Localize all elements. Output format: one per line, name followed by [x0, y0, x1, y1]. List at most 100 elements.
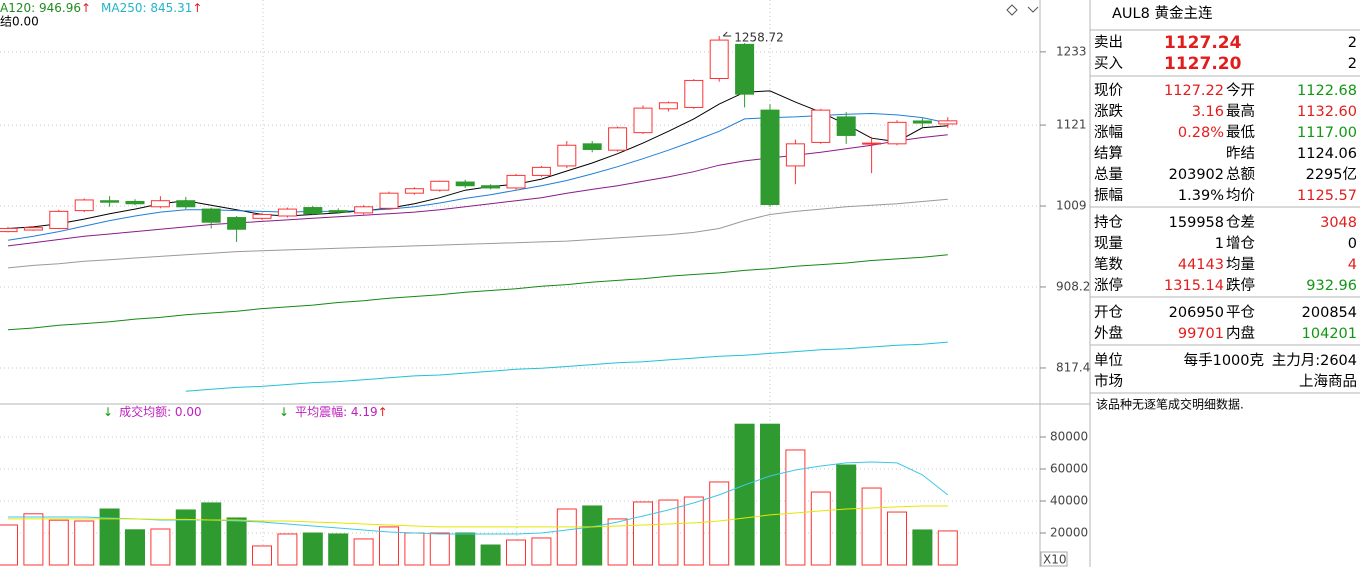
- volume-ma-line: [8, 461, 949, 535]
- field-value: 104201: [1302, 326, 1357, 342]
- field-label: 增仓: [1226, 235, 1255, 252]
- candle-body: [74, 199, 94, 212]
- field-label: 最低: [1226, 124, 1255, 141]
- ma-line: [7, 198, 948, 269]
- field-label: 涨跌: [1094, 103, 1123, 120]
- field-extra: 主力月:2604: [1272, 352, 1357, 369]
- field-value: 1117.00: [1297, 125, 1357, 141]
- field-label: 现价: [1094, 83, 1123, 99]
- field-label: 市场: [1094, 373, 1123, 390]
- panel-note: 该品种无逐笔成交明细数据.: [1096, 397, 1244, 412]
- legend: ↓ 平均震幅: 4.19↑: [279, 404, 388, 419]
- candle-body: [658, 102, 678, 110]
- field-value: 932.96: [1306, 278, 1357, 294]
- volume-bar: [810, 491, 831, 566]
- candle-body: [227, 217, 247, 230]
- y-tick-label: 908.2: [1056, 279, 1090, 293]
- candle-body: [887, 121, 907, 145]
- volume-bar: [506, 539, 526, 566]
- field-value: 3048: [1320, 215, 1357, 231]
- volume-bar: [455, 532, 476, 566]
- volume-bar: [709, 481, 730, 566]
- candle-body: [303, 207, 323, 215]
- volume-bar: [836, 464, 857, 566]
- candle-body: [100, 200, 120, 203]
- field-label: 均价: [1226, 187, 1255, 204]
- dropdown-icon[interactable]: [1027, 6, 1039, 13]
- field-label: 笔数: [1094, 256, 1123, 273]
- field-label: 总量: [1094, 166, 1123, 183]
- volume-bar: [531, 537, 552, 566]
- ma-line: [7, 254, 948, 331]
- field-label: 内盘: [1226, 324, 1255, 342]
- volume-bar: [353, 538, 374, 566]
- y-tick-label: 1009: [1056, 199, 1087, 213]
- y-tick-label: 20000: [1050, 526, 1088, 540]
- candle-body: [506, 174, 526, 189]
- candle-body: [785, 143, 805, 167]
- order-qty: 2: [1348, 56, 1357, 72]
- candle-body: [836, 116, 856, 136]
- volume-bar: [48, 519, 69, 566]
- y-tick-label: 1121: [1056, 118, 1087, 132]
- field-label: 总额: [1226, 166, 1255, 183]
- ma-line: [7, 112, 948, 241]
- field-label: 最高: [1226, 103, 1255, 120]
- field-label: 平仓: [1226, 304, 1255, 321]
- legend-text: A120: 946.96: [0, 1, 81, 15]
- volume-bar: [887, 511, 907, 566]
- candle-body: [531, 166, 551, 176]
- volume-bar: [785, 449, 806, 566]
- volume-bar: [937, 530, 958, 566]
- field-value: 3.16: [1192, 104, 1224, 120]
- volume-bar: [150, 528, 171, 566]
- field-value: 1122.68: [1297, 83, 1357, 99]
- field-label: 现量: [1094, 236, 1123, 252]
- field-value: 上海商品: [1299, 373, 1357, 390]
- volume-bar: [23, 513, 44, 566]
- candle-body: [176, 200, 196, 208]
- field-value: 200854: [1302, 305, 1357, 321]
- candle-body: [557, 144, 577, 167]
- candle-body: [23, 227, 43, 231]
- candle-body: [608, 127, 628, 151]
- field-value: 99701: [1178, 326, 1224, 342]
- legend-text: 成交均额: 0.00: [119, 404, 202, 419]
- candle-body: [354, 206, 374, 214]
- volume-bar: [658, 499, 679, 566]
- candle-body: [252, 213, 272, 219]
- multiplier-label: X10: [1043, 553, 1067, 567]
- volume-bar: [429, 532, 450, 566]
- y-tick-label: 80000: [1050, 430, 1088, 444]
- candle-body: [862, 142, 882, 145]
- legend-text: 平均震幅: 4.19: [295, 404, 378, 419]
- volume-bar: [277, 533, 298, 566]
- field-label: 涨幅: [1094, 124, 1123, 141]
- legend-arrow: ↓: [279, 405, 289, 419]
- field-value: 每手1000克: [1184, 352, 1264, 369]
- candle-body: [912, 120, 932, 124]
- field-label: 持仓: [1094, 214, 1123, 231]
- legend-text: MA250: 845.31: [101, 1, 192, 15]
- candle-body: [379, 192, 399, 209]
- volume-bar: [252, 545, 272, 566]
- annotation: 1258.72: [734, 30, 784, 44]
- candle-body: [404, 188, 424, 194]
- volume-bar: [99, 508, 120, 566]
- candle-body: [201, 208, 221, 223]
- candle-body: [811, 109, 831, 143]
- candle-body: [582, 143, 602, 150]
- subtitle: 结0.00: [0, 15, 39, 29]
- field-label: 仓差: [1226, 214, 1255, 231]
- field-value: 4: [1348, 257, 1357, 273]
- settings-icon[interactable]: [1006, 4, 1018, 16]
- field-value: 1: [1215, 236, 1224, 252]
- field-value: 1315.14: [1164, 278, 1224, 294]
- field-value: 44143: [1178, 257, 1224, 273]
- field-value: 2295亿: [1306, 166, 1357, 183]
- candle-body: [455, 181, 475, 187]
- volume-bar: [379, 526, 399, 566]
